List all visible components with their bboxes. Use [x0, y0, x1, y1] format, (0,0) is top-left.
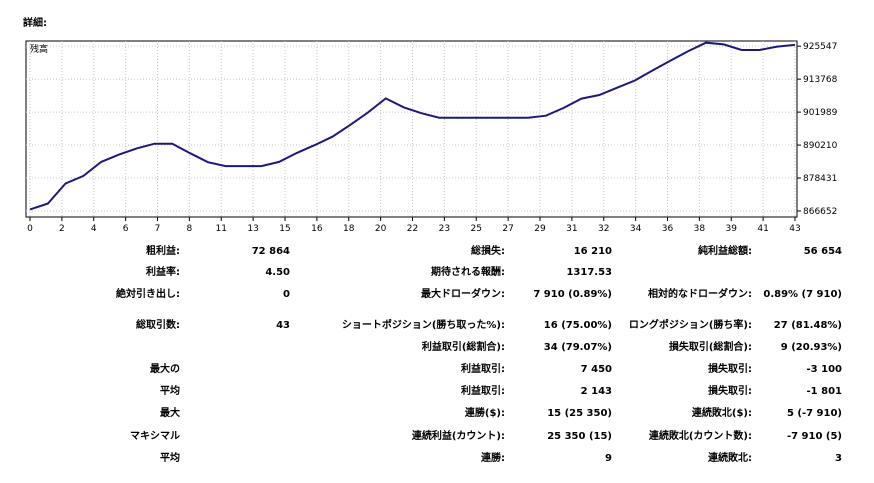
expected-payoff-label: 期待される報酬: — [431, 267, 505, 278]
largest-profit-value: 7 450 — [580, 364, 612, 375]
largest-profit-label: 利益取引: — [461, 364, 505, 375]
profit-factor-label: 利益率: — [146, 267, 180, 278]
net-profit-label: 純利益総額: — [698, 246, 752, 257]
x-tick-label: 15 — [279, 224, 290, 234]
y-tick-label: 901989 — [803, 108, 838, 118]
x-tick-label: 25 — [471, 224, 482, 234]
abs-drawdown-label: 絶対引き出し: — [116, 289, 180, 300]
x-tick-label: 32 — [598, 224, 609, 234]
x-tick-label: 31 — [566, 224, 577, 234]
avg-consec-losses-label: 連続敗北: — [708, 453, 752, 464]
x-tick-label: 4 — [91, 224, 97, 234]
avg-loss-value: -1 801 — [806, 386, 842, 397]
x-tick-label: 36 — [662, 224, 674, 234]
largest-loss-value: -3 100 — [806, 364, 842, 375]
y-tick-label: 878431 — [803, 174, 837, 184]
balance-chart: 残高 0 2 4 6 7 8 11 13 15 16 18 20 22 23 25 27 29 31 32 34 36 3… — [25, 40, 838, 234]
max-consec-wins-label: 連勝($): — [464, 408, 505, 419]
short-positions-value: 16 (75.00%) — [543, 320, 612, 331]
gross-profit-label: 粗利益: — [146, 246, 180, 257]
loss-trades-label: 損失取引(総割合): — [668, 342, 752, 353]
average2-label: 平均 — [160, 453, 180, 464]
y-tick-label: 866652 — [803, 207, 837, 217]
max-consec-losses-label: 連続敗北($): — [691, 408, 752, 419]
x-tick-label: 29 — [534, 224, 546, 234]
x-tick-label: 38 — [694, 224, 706, 234]
long-positions-label: ロングポジション(勝ち率): — [628, 320, 752, 331]
expected-payoff-value: 1317.53 — [566, 267, 612, 278]
max-drawdown-value: 7 910 (0.89%) — [533, 289, 612, 300]
avg-consec-wins-label: 連勝: — [481, 453, 505, 464]
maximal-label: マキシマル — [130, 431, 180, 442]
y-tick-label: 890210 — [803, 141, 838, 151]
avg-consec-wins-value: 9 — [605, 453, 612, 464]
y-tick-label: 913768 — [803, 75, 838, 85]
gross-loss-label: 総損失: — [471, 246, 505, 257]
short-positions-label: ショートポジション(勝ち取った%): — [341, 320, 505, 331]
x-tick-label: 16 — [311, 224, 323, 234]
x-tick-label: 8 — [187, 224, 193, 234]
x-tick-label: 34 — [630, 224, 642, 234]
max-consec-losses-value: 5 (-7 910) — [786, 408, 842, 419]
largest-loss-label: 損失取引: — [708, 364, 752, 375]
avg-profit-value: 2 143 — [580, 386, 612, 397]
x-tick-label: 39 — [726, 224, 738, 234]
net-profit-value: 56 654 — [803, 246, 842, 257]
x-tick-label: 7 — [155, 224, 161, 234]
avg-profit-label: 利益取引: — [461, 386, 505, 397]
x-tick-label: 20 — [375, 224, 387, 234]
maximal-consec-profit-label: 連続利益(カウント): — [411, 431, 505, 442]
loss-trades-value: 9 (20.93%) — [780, 342, 842, 353]
chart-plot-area — [25, 40, 798, 218]
max-drawdown-label: 最大ドローダウン: — [421, 289, 505, 300]
x-tick-label: 22 — [407, 224, 418, 234]
x-tick-label: 13 — [247, 224, 258, 234]
panel-title: 詳細: — [23, 18, 47, 29]
avg-loss-label: 損失取引: — [708, 386, 752, 397]
balance-line — [29, 41, 796, 211]
rel-drawdown-value: 0.89% (7 910) — [763, 289, 842, 300]
chart-series-label: 残高 — [30, 43, 48, 55]
max-consec-wins-value: 15 (25 350) — [547, 408, 612, 419]
maximal-consec-profit-value: 25 350 (15) — [547, 431, 612, 442]
average-label: 平均 — [160, 386, 180, 397]
maximal-consec-loss-value: -7 910 (5) — [786, 431, 842, 442]
avg-consec-losses-value: 3 — [835, 453, 842, 464]
x-tick-label: 6 — [123, 224, 129, 234]
rel-drawdown-label: 相対的なドローダウン: — [648, 289, 752, 300]
total-trades-label: 総取引数: — [136, 320, 180, 331]
x-tick-label: 43 — [789, 224, 800, 234]
x-tick-label: 18 — [343, 224, 355, 234]
x-tick-label: 23 — [439, 224, 450, 234]
total-trades-value: 43 — [276, 320, 290, 331]
y-tick-label: 925547 — [803, 42, 837, 52]
abs-drawdown-value: 0 — [283, 289, 290, 300]
profit-factor-value: 4.50 — [265, 267, 290, 278]
x-tick-label: 27 — [502, 224, 513, 234]
x-tick-label: 11 — [216, 224, 227, 234]
maximal-consec-loss-label: 連続敗北(カウント数): — [648, 431, 752, 442]
gross-profit-value: 72 864 — [251, 246, 290, 257]
profit-trades-label: 利益取引(総割合): — [421, 342, 505, 353]
x-tick-label: 41 — [757, 224, 768, 234]
maximum-label: 最大 — [160, 408, 180, 419]
x-tick-label: 2 — [59, 224, 65, 234]
long-positions-value: 27 (81.48%) — [773, 320, 842, 331]
largest-label: 最大の — [150, 364, 180, 375]
x-tick-label: 0 — [27, 224, 33, 234]
profit-trades-value: 34 (79.07%) — [543, 342, 612, 353]
gross-loss-value: 16 210 — [573, 246, 612, 257]
